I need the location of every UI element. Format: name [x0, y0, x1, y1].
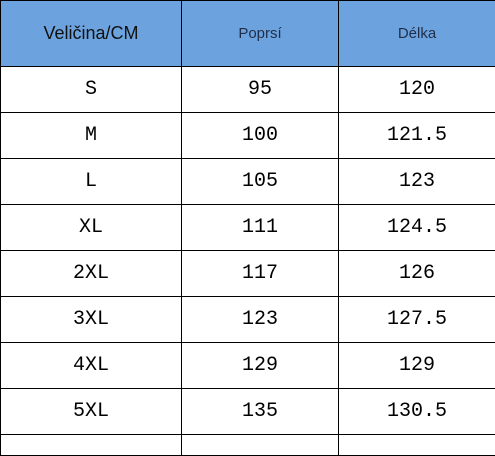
size-cell: 5XL [1, 389, 182, 435]
size-cell: M [1, 113, 182, 159]
header-cell: Poprsí [182, 1, 339, 67]
size-cell: XL [1, 205, 182, 251]
value-cell: 130.5 [339, 389, 495, 435]
value-cell: 129 [182, 343, 339, 389]
value-cell: 129 [339, 343, 495, 389]
value-cell: 123 [339, 159, 495, 205]
value-cell: 127.5 [339, 297, 495, 343]
size-cell: 3XL [1, 297, 182, 343]
value-cell: 135 [182, 389, 339, 435]
value-cell: 126 [339, 251, 495, 297]
size-cell: 4XL [1, 343, 182, 389]
value-cell: 95 [182, 67, 339, 113]
value-cell: 100 [182, 113, 339, 159]
size-cell: L [1, 159, 182, 205]
size-cell: 2XL [1, 251, 182, 297]
size-cell: S [1, 67, 182, 113]
header-cell: Veličina/CM [1, 1, 182, 67]
value-cell: 124.5 [339, 205, 495, 251]
header-cell: Délka [339, 1, 495, 67]
value-cell: 120 [339, 67, 495, 113]
value-cell: 117 [182, 251, 339, 297]
value-cell: 111 [182, 205, 339, 251]
value-cell: 123 [182, 297, 339, 343]
value-cell: 105 [182, 159, 339, 205]
value-cell: 121.5 [339, 113, 495, 159]
